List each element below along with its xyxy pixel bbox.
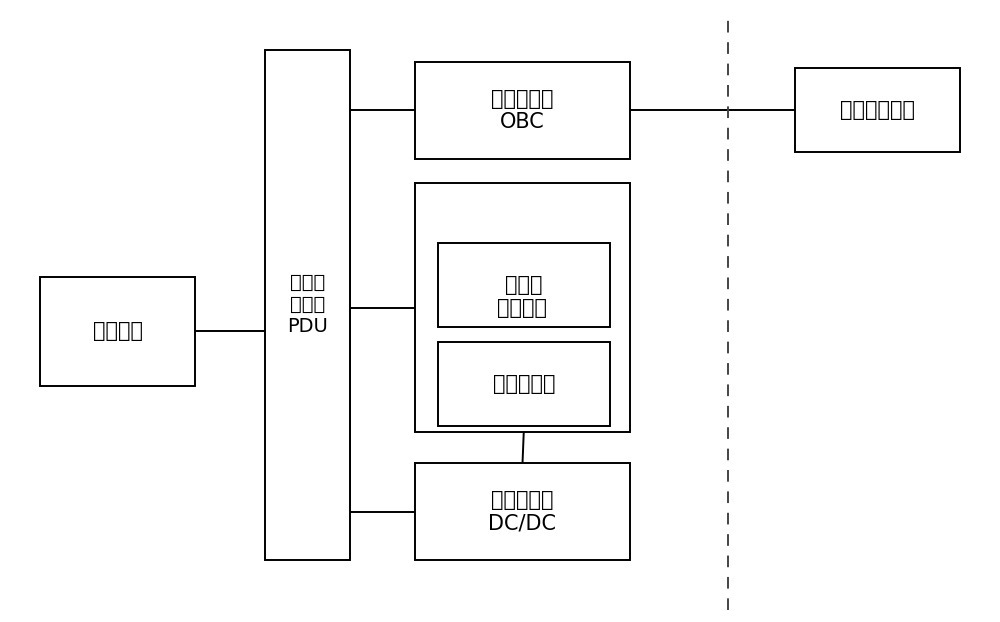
Bar [415, 62, 630, 159]
Bar [40, 277, 195, 386]
Bar [415, 183, 630, 432]
Text: 外部充电设备: 外部充电设备 [840, 100, 915, 121]
Bar [415, 463, 630, 560]
Bar [438, 342, 610, 426]
Text: 用电设备: 用电设备 [498, 298, 548, 318]
Text: 加热器: 加热器 [505, 274, 543, 295]
Bar [265, 50, 350, 560]
Text: 动力电池: 动力电池 [92, 321, 143, 341]
Text: 车载充电机
OBC: 车载充电机 OBC [491, 89, 554, 132]
Bar [438, 243, 610, 327]
Text: 低压用电器: 低压用电器 [493, 374, 555, 394]
Text: 直流转换器
DC/DC: 直流转换器 DC/DC [488, 490, 556, 533]
Text: 高压配
电单元
PDU: 高压配 电单元 PDU [287, 273, 328, 337]
Bar [795, 68, 960, 152]
